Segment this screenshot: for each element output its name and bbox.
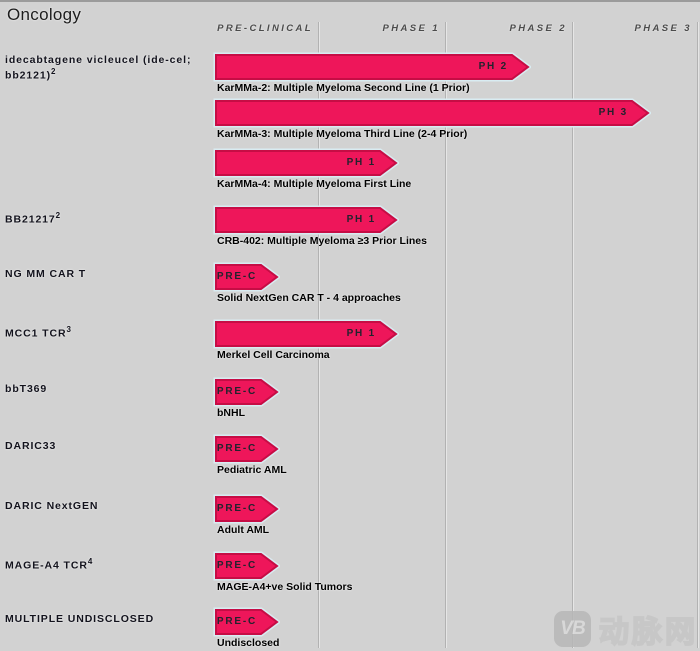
phase-arrow-bar xyxy=(213,98,651,128)
phase-arrow-bar xyxy=(213,377,280,407)
column-header-phase-2: PHASE 2 xyxy=(509,23,567,34)
program-name: DARIC NextGEN xyxy=(5,500,99,512)
program-name: BB21217 xyxy=(5,213,56,226)
trial-label: MAGE-A4+ve Solid Tumors xyxy=(217,581,353,593)
phase-arrow-bar xyxy=(213,551,280,581)
trial-label: KarMMa-2: Multiple Myeloma Second Line (… xyxy=(217,82,470,94)
program-name: idecabtagene vicleucel (ide-cel; bb2121) xyxy=(5,54,192,82)
column-header-phase-1: PHASE 1 xyxy=(382,23,440,34)
phase-arrow-bar xyxy=(213,607,280,637)
trial-label: Undisclosed xyxy=(217,637,280,649)
gridline xyxy=(697,22,698,648)
column-header-phase-3: PHASE 3 xyxy=(634,23,692,34)
program-name: MCC1 TCR xyxy=(5,327,67,340)
footnote-marker: 4 xyxy=(87,557,93,566)
trial-label: KarMMa-4: Multiple Myeloma First Line xyxy=(217,178,412,190)
trial-label: Adult AML xyxy=(217,524,270,536)
phase-arrow-bar xyxy=(213,319,399,349)
program-label: bbT369 xyxy=(5,383,217,396)
program-name: MAGE-A4 TCR xyxy=(5,559,88,572)
program-label: DARIC33 xyxy=(5,440,217,453)
trial-label: Solid NextGen CAR T - 4 approaches xyxy=(217,292,401,304)
trial-label: CRB-402: Multiple Myeloma ≥3 Prior Lines xyxy=(217,235,427,247)
program-name: MULTIPLE UNDISCLOSED xyxy=(5,613,155,625)
footnote-marker: 2 xyxy=(50,66,56,76)
column-header-pre-clinical: PRE-CLINICAL xyxy=(217,23,313,34)
program-label: NG MM CAR T xyxy=(5,268,217,281)
page-title: Oncology xyxy=(7,5,82,24)
watermark-text: 动脉网 xyxy=(598,615,698,650)
trial-label: Pediatric AML xyxy=(217,464,287,476)
phase-arrow-bar xyxy=(213,494,280,524)
phase-arrow-bar xyxy=(213,262,280,292)
program-label: BB212172 xyxy=(5,211,217,226)
phase-arrow-bar xyxy=(213,52,531,82)
program-name: DARIC33 xyxy=(5,440,57,452)
program-label: MULTIPLE UNDISCLOSED xyxy=(5,613,217,626)
program-label: idecabtagene vicleucel (ide-cel; bb2121)… xyxy=(5,54,217,82)
program-label: DARIC NextGEN xyxy=(5,500,217,513)
vb-logo-icon: VB xyxy=(554,611,591,647)
phase-arrow-bar xyxy=(213,205,399,235)
footnote-marker: 3 xyxy=(66,325,71,334)
footnote-marker: 2 xyxy=(55,211,61,220)
watermark: VB 动脉网 xyxy=(554,607,698,651)
trial-label: KarMMa-3: Multiple Myeloma Third Line (2… xyxy=(217,128,468,140)
gridline xyxy=(445,22,446,648)
gridline xyxy=(572,22,573,648)
trial-label: bNHL xyxy=(217,407,245,419)
vb-logo-text: VB xyxy=(560,618,585,639)
phase-arrow-bar xyxy=(213,148,399,178)
phase-arrow-bar xyxy=(213,434,280,464)
program-label: MAGE-A4 TCR4 xyxy=(5,557,217,572)
trial-label: Merkel Cell Carcinoma xyxy=(217,349,330,361)
program-name: NG MM CAR T xyxy=(5,268,87,280)
program-name: bbT369 xyxy=(5,383,48,395)
program-label: MCC1 TCR3 xyxy=(5,325,217,340)
